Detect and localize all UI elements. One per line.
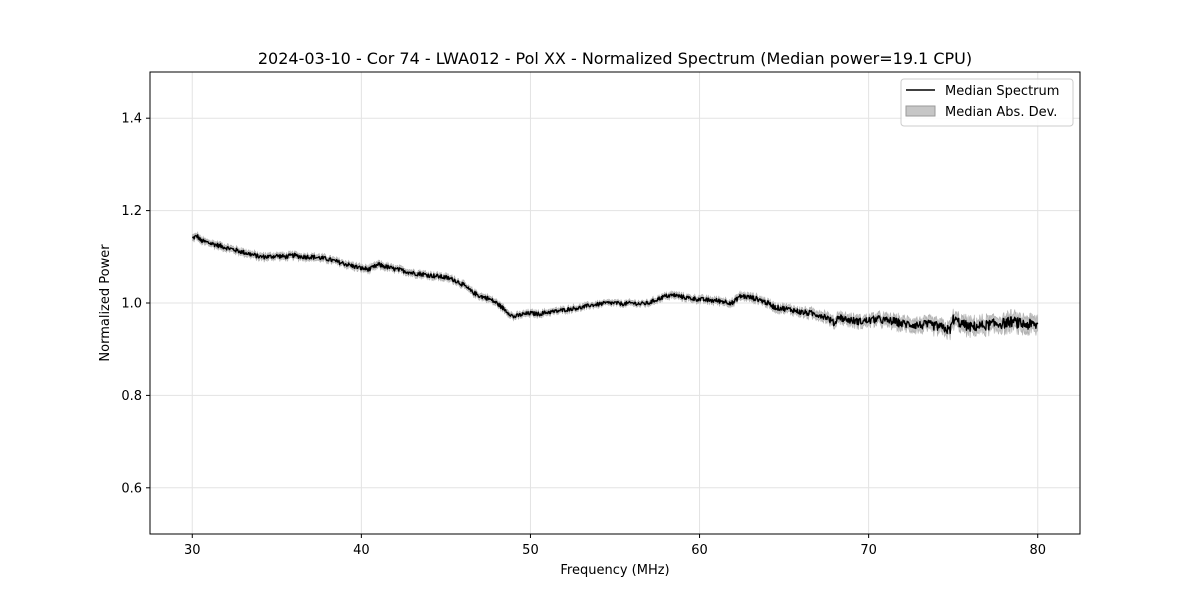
x-tick-label: 70: [860, 543, 877, 558]
x-tick-label: 80: [1029, 543, 1046, 558]
y-tick-label: 1.0: [121, 297, 142, 312]
x-tick-label: 50: [522, 543, 539, 558]
y-tick-label: 0.6: [121, 481, 142, 496]
y-tick-label: 0.8: [121, 389, 142, 404]
x-tick-label: 60: [691, 543, 708, 558]
y-tick-label: 1.4: [121, 112, 142, 127]
median-line-layer: [192, 234, 1039, 335]
x-tick-label: 40: [353, 543, 370, 558]
y-axis-title: Normalized Power: [98, 244, 113, 362]
legend-label-median-abs-dev: Median Abs. Dev.: [945, 105, 1057, 120]
x-tick-label: 30: [184, 543, 201, 558]
y-axis-ticks: 0.6 0.8 1.0 1.2 1.4: [121, 112, 150, 496]
legend-band-swatch: [905, 105, 936, 117]
chart-title: 2024-03-10 - Cor 74 - LWA012 - Pol XX - …: [258, 49, 972, 68]
x-axis-title: Frequency (MHz): [560, 563, 669, 578]
legend: Median Spectrum Median Abs. Dev.: [900, 78, 1074, 127]
y-tick-label: 1.2: [121, 204, 142, 219]
x-axis-ticks: 30 40 50 60 70 80: [184, 534, 1046, 558]
legend-box: [900, 78, 1074, 127]
legend-label-median-spectrum: Median Spectrum: [945, 84, 1059, 99]
median-spectrum-line: [192, 234, 1039, 335]
